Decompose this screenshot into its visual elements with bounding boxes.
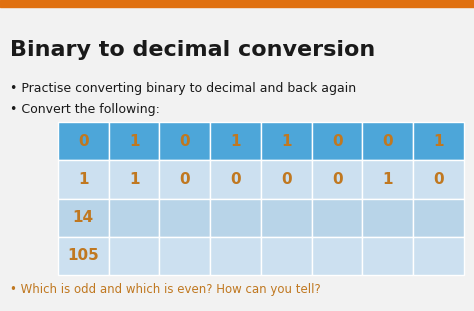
Text: 0: 0 <box>383 134 393 149</box>
Bar <box>109 122 159 160</box>
Bar <box>159 160 210 198</box>
Bar <box>312 122 363 160</box>
Bar <box>261 198 312 237</box>
Bar <box>0 0 474 7</box>
Bar <box>58 198 109 237</box>
Bar <box>58 122 109 160</box>
Bar <box>109 198 159 237</box>
Bar <box>312 237 363 275</box>
Bar <box>413 160 464 198</box>
Text: 1: 1 <box>281 134 292 149</box>
Bar <box>159 198 210 237</box>
Bar <box>58 237 109 275</box>
Bar <box>159 237 210 275</box>
Bar <box>363 160 413 198</box>
Text: 1: 1 <box>383 172 393 187</box>
Bar <box>261 160 312 198</box>
Bar <box>210 198 261 237</box>
Bar <box>363 237 413 275</box>
Bar <box>58 160 109 198</box>
Text: 0: 0 <box>433 172 444 187</box>
Text: 105: 105 <box>67 248 99 263</box>
Text: 1: 1 <box>78 172 89 187</box>
Bar <box>210 237 261 275</box>
Bar <box>109 237 159 275</box>
Bar <box>261 122 312 160</box>
Bar <box>413 237 464 275</box>
Bar <box>210 160 261 198</box>
Bar <box>363 198 413 237</box>
Text: 0: 0 <box>332 134 342 149</box>
Text: • Convert the following:: • Convert the following: <box>10 103 160 116</box>
Text: 0: 0 <box>230 172 241 187</box>
Text: 0: 0 <box>180 134 190 149</box>
Text: • Which is odd and which is even? How can you tell?: • Which is odd and which is even? How ca… <box>10 283 321 296</box>
Text: 0: 0 <box>332 172 342 187</box>
Text: 1: 1 <box>129 172 139 187</box>
Bar <box>312 160 363 198</box>
Text: • Practise converting binary to decimal and back again: • Practise converting binary to decimal … <box>10 82 356 95</box>
Bar <box>413 122 464 160</box>
Text: 1: 1 <box>433 134 444 149</box>
Text: 1: 1 <box>230 134 241 149</box>
Bar <box>210 122 261 160</box>
Bar <box>159 122 210 160</box>
Text: 0: 0 <box>180 172 190 187</box>
Text: 14: 14 <box>73 210 94 225</box>
Text: 0: 0 <box>281 172 292 187</box>
Bar <box>363 122 413 160</box>
Bar <box>413 198 464 237</box>
Bar <box>109 160 159 198</box>
Text: 1: 1 <box>129 134 139 149</box>
Bar <box>261 237 312 275</box>
Text: Binary to decimal conversion: Binary to decimal conversion <box>10 40 375 60</box>
Bar <box>312 198 363 237</box>
Text: 0: 0 <box>78 134 89 149</box>
